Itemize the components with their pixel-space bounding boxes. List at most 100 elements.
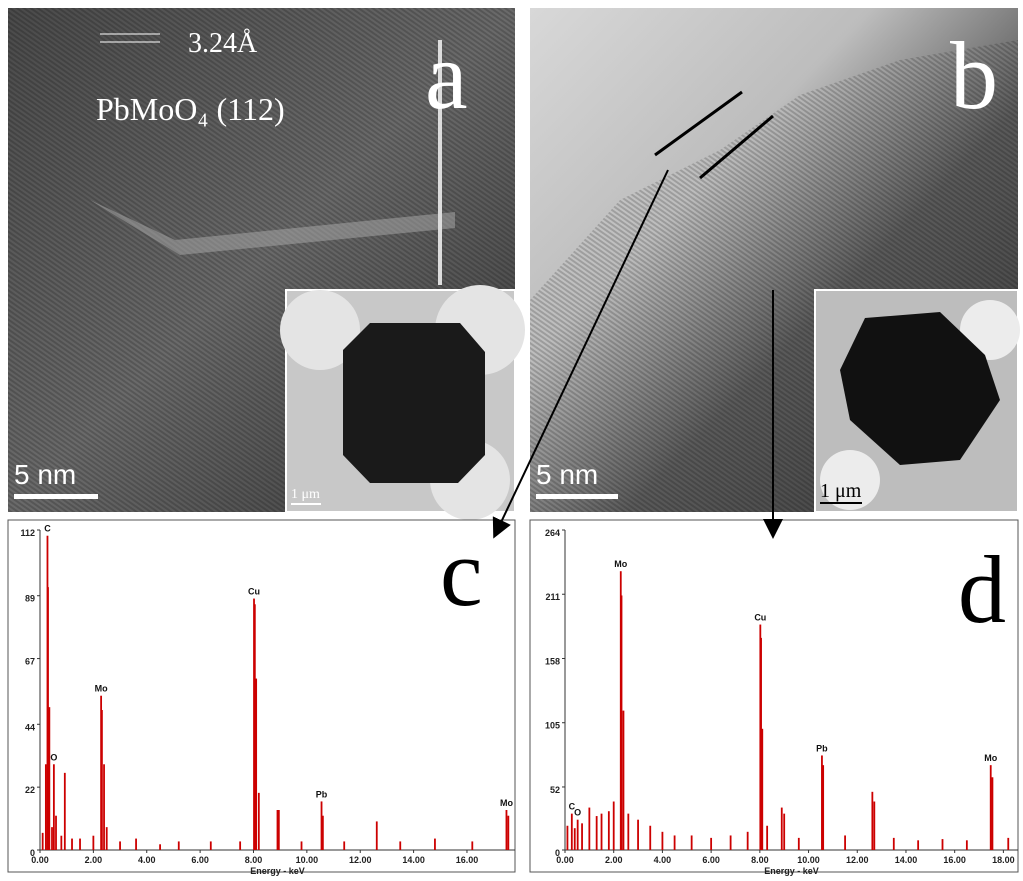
spectrum-bar [51,827,53,850]
spectrum-bar [60,836,62,850]
panel-label: a [425,22,468,129]
spectrum-bar [42,833,44,850]
spectrum-bar [623,711,625,850]
spectrum-bar [103,764,105,850]
spectrum-bar [649,826,651,850]
y-tick-label: 67 [25,657,35,667]
spectrum-bar [48,707,50,850]
spectrum-bar [64,773,66,850]
spectrum-bar [783,814,785,850]
plane: PbMoO₄ (112) [96,91,285,127]
spectrum-bar [691,835,693,850]
spectrum-bar [71,839,73,850]
spectrum-bar [966,840,968,850]
spectrum-bar [942,839,944,850]
x-tick-label: 12.00 [349,855,372,865]
panel-b: b 5 nm 1 μm [530,8,1020,512]
spectrum-bar [747,832,749,850]
spacing: 3.24Å [188,28,258,59]
spectrum-bar [55,816,57,850]
x-tick-label: 12.00 [846,855,869,865]
x-tick-label: 14.00 [402,855,425,865]
spectrum-bar [581,823,583,850]
y-tick-label: 89 [25,594,35,604]
spectrum-bar [574,828,576,850]
spectrum-bar [119,841,121,850]
spectrum-bar [322,816,324,850]
x-axis-title: Energy - keV [250,866,305,876]
crystal [343,323,485,483]
spectrum-bar [571,814,573,850]
spectrum-bar [471,841,473,850]
spectrum-bar [135,839,137,850]
spectrum-bar [871,792,873,850]
inset-scale-bar [820,502,862,504]
spectrum-bar [588,808,590,850]
spectrum-bar [79,839,81,850]
spectrum-bar [255,679,257,850]
spectrum-bar [613,802,615,850]
spectrum-bar [53,764,55,850]
spectrum-bar [101,710,103,850]
spectrum-bar [608,811,610,850]
peak-label: O [50,752,57,762]
spectrum-bar [106,827,108,850]
spectrum-bar [159,844,161,850]
spectrum-bar [627,814,629,850]
spectrum-frame [530,520,1018,872]
spectrum-bar [343,841,345,850]
spectrum-bar [637,820,639,850]
y-tick-label: 112 [20,528,35,538]
x-tick-label: 16.00 [943,855,966,865]
x-tick-label: 0.00 [31,855,49,865]
spectrum-bar [822,765,824,850]
spectrum-bar [730,835,732,850]
spectrum-bar [239,841,241,850]
spectrum-bar [873,802,875,850]
x-tick-label: 10.00 [296,855,319,865]
peak-label: Cu [248,587,260,597]
x-tick-label: 10.00 [797,855,820,865]
peak-label: Mo [614,559,627,569]
scale-label: 5 nm [536,459,598,490]
x-tick-label: 2.00 [605,855,623,865]
peak-label: Mo [500,798,513,808]
spectrum-bar [577,820,579,850]
spectrum-bar [766,826,768,850]
spectrum-bar [301,841,303,850]
scale-bar [14,494,98,499]
x-tick-label: 2.00 [85,855,103,865]
spectrum-bar [710,838,712,850]
spectrum-bar [258,793,260,850]
x-tick-label: 18.00 [992,855,1015,865]
x-tick-label: 14.00 [895,855,918,865]
spectrum-bar [376,821,378,850]
spectrum-bar [990,765,992,850]
spectrum-bar [210,841,212,850]
panel-label: d [958,536,1006,643]
inset-scale-bar [291,503,321,505]
peak-label: Pb [316,789,328,799]
x-tick-label: 8.00 [245,855,263,865]
spectrum-bar [506,810,508,850]
spectrum-bar [92,836,94,850]
spectrum-bar [601,814,603,850]
spectrum-bar [798,838,800,850]
inset-scale: 1 μm [291,487,320,502]
peak-label: Pb [816,743,828,753]
peak-label: O [574,808,581,818]
spectrum-bar [662,832,664,850]
inset-scale: 1 μm [820,480,862,502]
peak-label: Cu [754,613,766,623]
y-tick-label: 52 [550,785,560,795]
y-tick-label: 211 [545,592,560,602]
x-tick-label: 4.00 [654,855,672,865]
scale-bar [536,494,618,499]
y-tick-label: 22 [25,785,35,795]
x-tick-label: 8.00 [751,855,769,865]
panel-a: 3.24Å PbMoO₄ (112) a 5 nm 1 μm [8,8,525,520]
panel-label: b [950,22,998,129]
spectrum-bar [621,595,623,850]
x-tick-label: 0.00 [556,855,574,865]
y-tick-label: 158 [545,656,560,666]
